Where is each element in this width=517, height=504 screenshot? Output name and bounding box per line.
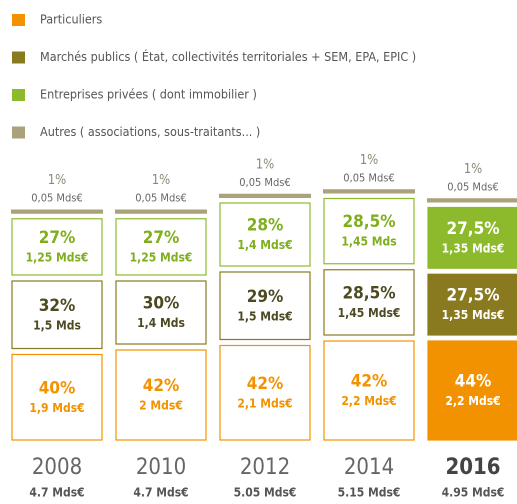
bar-segment bbox=[11, 209, 103, 214]
percent-label: 30% bbox=[143, 294, 180, 314]
bar-segment bbox=[427, 273, 517, 336]
amount-label: 2,1 Mds€ bbox=[237, 396, 292, 410]
bar-segment bbox=[323, 269, 415, 336]
bar-segment bbox=[115, 209, 207, 214]
legend-label: Entreprises privées ( dont immobilier ) bbox=[40, 87, 257, 102]
amount-label: 2,2 Mds€ bbox=[445, 394, 500, 408]
bar-segment bbox=[115, 218, 207, 276]
bar-segment bbox=[11, 280, 103, 350]
percent-label: 40% bbox=[39, 378, 76, 398]
percent-label: 28,5% bbox=[342, 283, 395, 303]
bar-segment bbox=[115, 280, 207, 345]
percent-label: 1% bbox=[464, 162, 483, 177]
amount-label: 1,25 Mds€ bbox=[26, 250, 89, 264]
bar-segment bbox=[219, 271, 311, 341]
bar-segment bbox=[323, 197, 415, 265]
total-label: 5.05 Mds€ bbox=[234, 486, 297, 500]
percent-label: 28% bbox=[247, 216, 284, 236]
amount-label: 1,5 Mds€ bbox=[237, 309, 292, 323]
amount-label: 0,05 Mds€ bbox=[31, 192, 82, 205]
legend-swatch bbox=[12, 126, 25, 139]
bar-segment bbox=[323, 340, 415, 441]
percent-label: 42% bbox=[143, 376, 180, 396]
legend-label: Marchés publics ( État, collectivités te… bbox=[40, 49, 416, 64]
amount-label: 0,05 Mds€ bbox=[343, 171, 394, 184]
percent-label: 27,5% bbox=[446, 219, 499, 239]
percent-label: 32% bbox=[39, 296, 76, 316]
x-tick-label: 2014 bbox=[344, 455, 394, 480]
amount-label: 1,35 Mds€ bbox=[442, 308, 505, 322]
bar-segment bbox=[11, 353, 103, 441]
bar-segment bbox=[219, 193, 311, 198]
percent-label: 44% bbox=[455, 372, 492, 392]
x-tick-label: 2010 bbox=[136, 455, 186, 480]
legend-swatch bbox=[12, 89, 25, 101]
bar-segment bbox=[219, 202, 311, 267]
percent-label: 42% bbox=[351, 372, 388, 392]
x-tick-label: 2016 bbox=[445, 455, 500, 480]
amount-label: 1,5 Mds bbox=[33, 318, 81, 332]
total-label: 4.7 Mds€ bbox=[133, 486, 188, 500]
percent-label: 1% bbox=[256, 157, 275, 172]
legend-swatch bbox=[12, 51, 25, 64]
amount-label: 1,4 Mds€ bbox=[237, 238, 292, 252]
amount-label: 1,4 Mds bbox=[137, 316, 185, 330]
percent-label: 27,5% bbox=[446, 286, 499, 306]
bar-segment bbox=[11, 218, 103, 276]
amount-label: 1,45 Mds bbox=[341, 235, 396, 249]
percent-label: 27% bbox=[39, 228, 76, 248]
percent-label: 1% bbox=[48, 173, 67, 188]
percent-label: 1% bbox=[152, 173, 171, 188]
amount-label: 0,05 Mds€ bbox=[239, 176, 290, 189]
legend-label: Autres ( associations, sous-traitants...… bbox=[40, 124, 260, 139]
bar-segment bbox=[427, 198, 517, 203]
total-label: 5.15 Mds€ bbox=[338, 486, 401, 500]
bar-segment bbox=[219, 344, 311, 441]
legend-swatch bbox=[12, 14, 25, 26]
amount-label: 0,05 Mds€ bbox=[447, 180, 498, 193]
bar-segment bbox=[427, 340, 517, 441]
percent-label: 42% bbox=[247, 374, 284, 394]
total-label: 4.95 Mds€ bbox=[442, 486, 505, 500]
bar-segment bbox=[427, 206, 517, 269]
x-tick-label: 2012 bbox=[240, 455, 290, 480]
amount-label: 1,45 Mds€ bbox=[338, 306, 401, 320]
amount-label: 0,05 Mds€ bbox=[135, 192, 186, 205]
percent-label: 29% bbox=[247, 287, 284, 307]
amount-label: 1,25 Mds€ bbox=[130, 250, 193, 264]
percent-label: 27% bbox=[143, 228, 180, 248]
total-label: 4.7 Mds€ bbox=[29, 486, 84, 500]
amount-label: 2,2 Mds€ bbox=[341, 394, 396, 408]
percent-label: 1% bbox=[360, 153, 379, 168]
amount-label: 1,9 Mds€ bbox=[29, 401, 84, 415]
bar-segment bbox=[323, 189, 415, 194]
legend-label: Particuliers bbox=[40, 12, 102, 27]
bar-segment bbox=[115, 349, 207, 441]
x-tick-label: 2008 bbox=[32, 455, 82, 480]
amount-label: 2 Mds€ bbox=[139, 399, 183, 413]
amount-label: 1,35 Mds€ bbox=[442, 241, 505, 255]
percent-label: 28,5% bbox=[342, 212, 395, 232]
